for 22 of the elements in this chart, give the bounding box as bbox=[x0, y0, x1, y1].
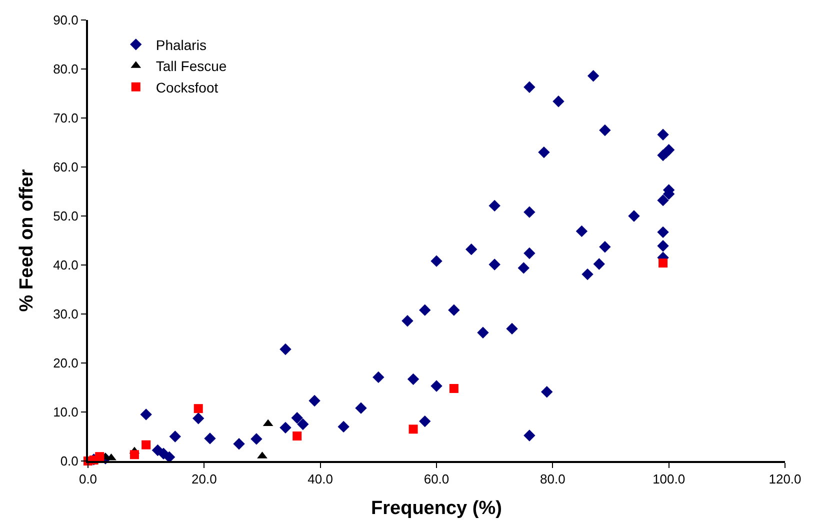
x-tick-label: 20.0 bbox=[192, 472, 217, 487]
legend-label: Phalaris bbox=[156, 36, 206, 53]
x-tick-label: 40.0 bbox=[308, 472, 333, 487]
x-tick-label: 120.0 bbox=[768, 472, 802, 487]
y-axis-title: % Feed on offer bbox=[16, 168, 38, 312]
y-tick-label: 20.0 bbox=[53, 356, 78, 371]
legend-label: Tall Fescue bbox=[156, 58, 227, 74]
y-tick-label: 10.0 bbox=[53, 404, 78, 420]
y-tick-label: 0.0 bbox=[60, 454, 78, 469]
y-tick-label: 70.0 bbox=[53, 110, 78, 126]
x-tick-label: 60.0 bbox=[424, 472, 450, 487]
y-tick-label: 80.0 bbox=[53, 62, 78, 77]
y-tick-label: 40.0 bbox=[53, 258, 78, 273]
x-tick-label: 80.0 bbox=[540, 472, 566, 487]
x-axis-title: Frequency (%) bbox=[371, 498, 502, 519]
legend-label: Cocksfoot bbox=[156, 79, 218, 96]
x-tick-label: 100.0 bbox=[652, 472, 686, 487]
x-tick-label: 0.0 bbox=[78, 472, 98, 487]
y-tick-label: 30.0 bbox=[53, 306, 78, 322]
y-tick-label: 90.0 bbox=[53, 12, 78, 28]
y-tick-label: 60.0 bbox=[53, 160, 78, 175]
y-tick-label: 50.0 bbox=[53, 208, 78, 224]
